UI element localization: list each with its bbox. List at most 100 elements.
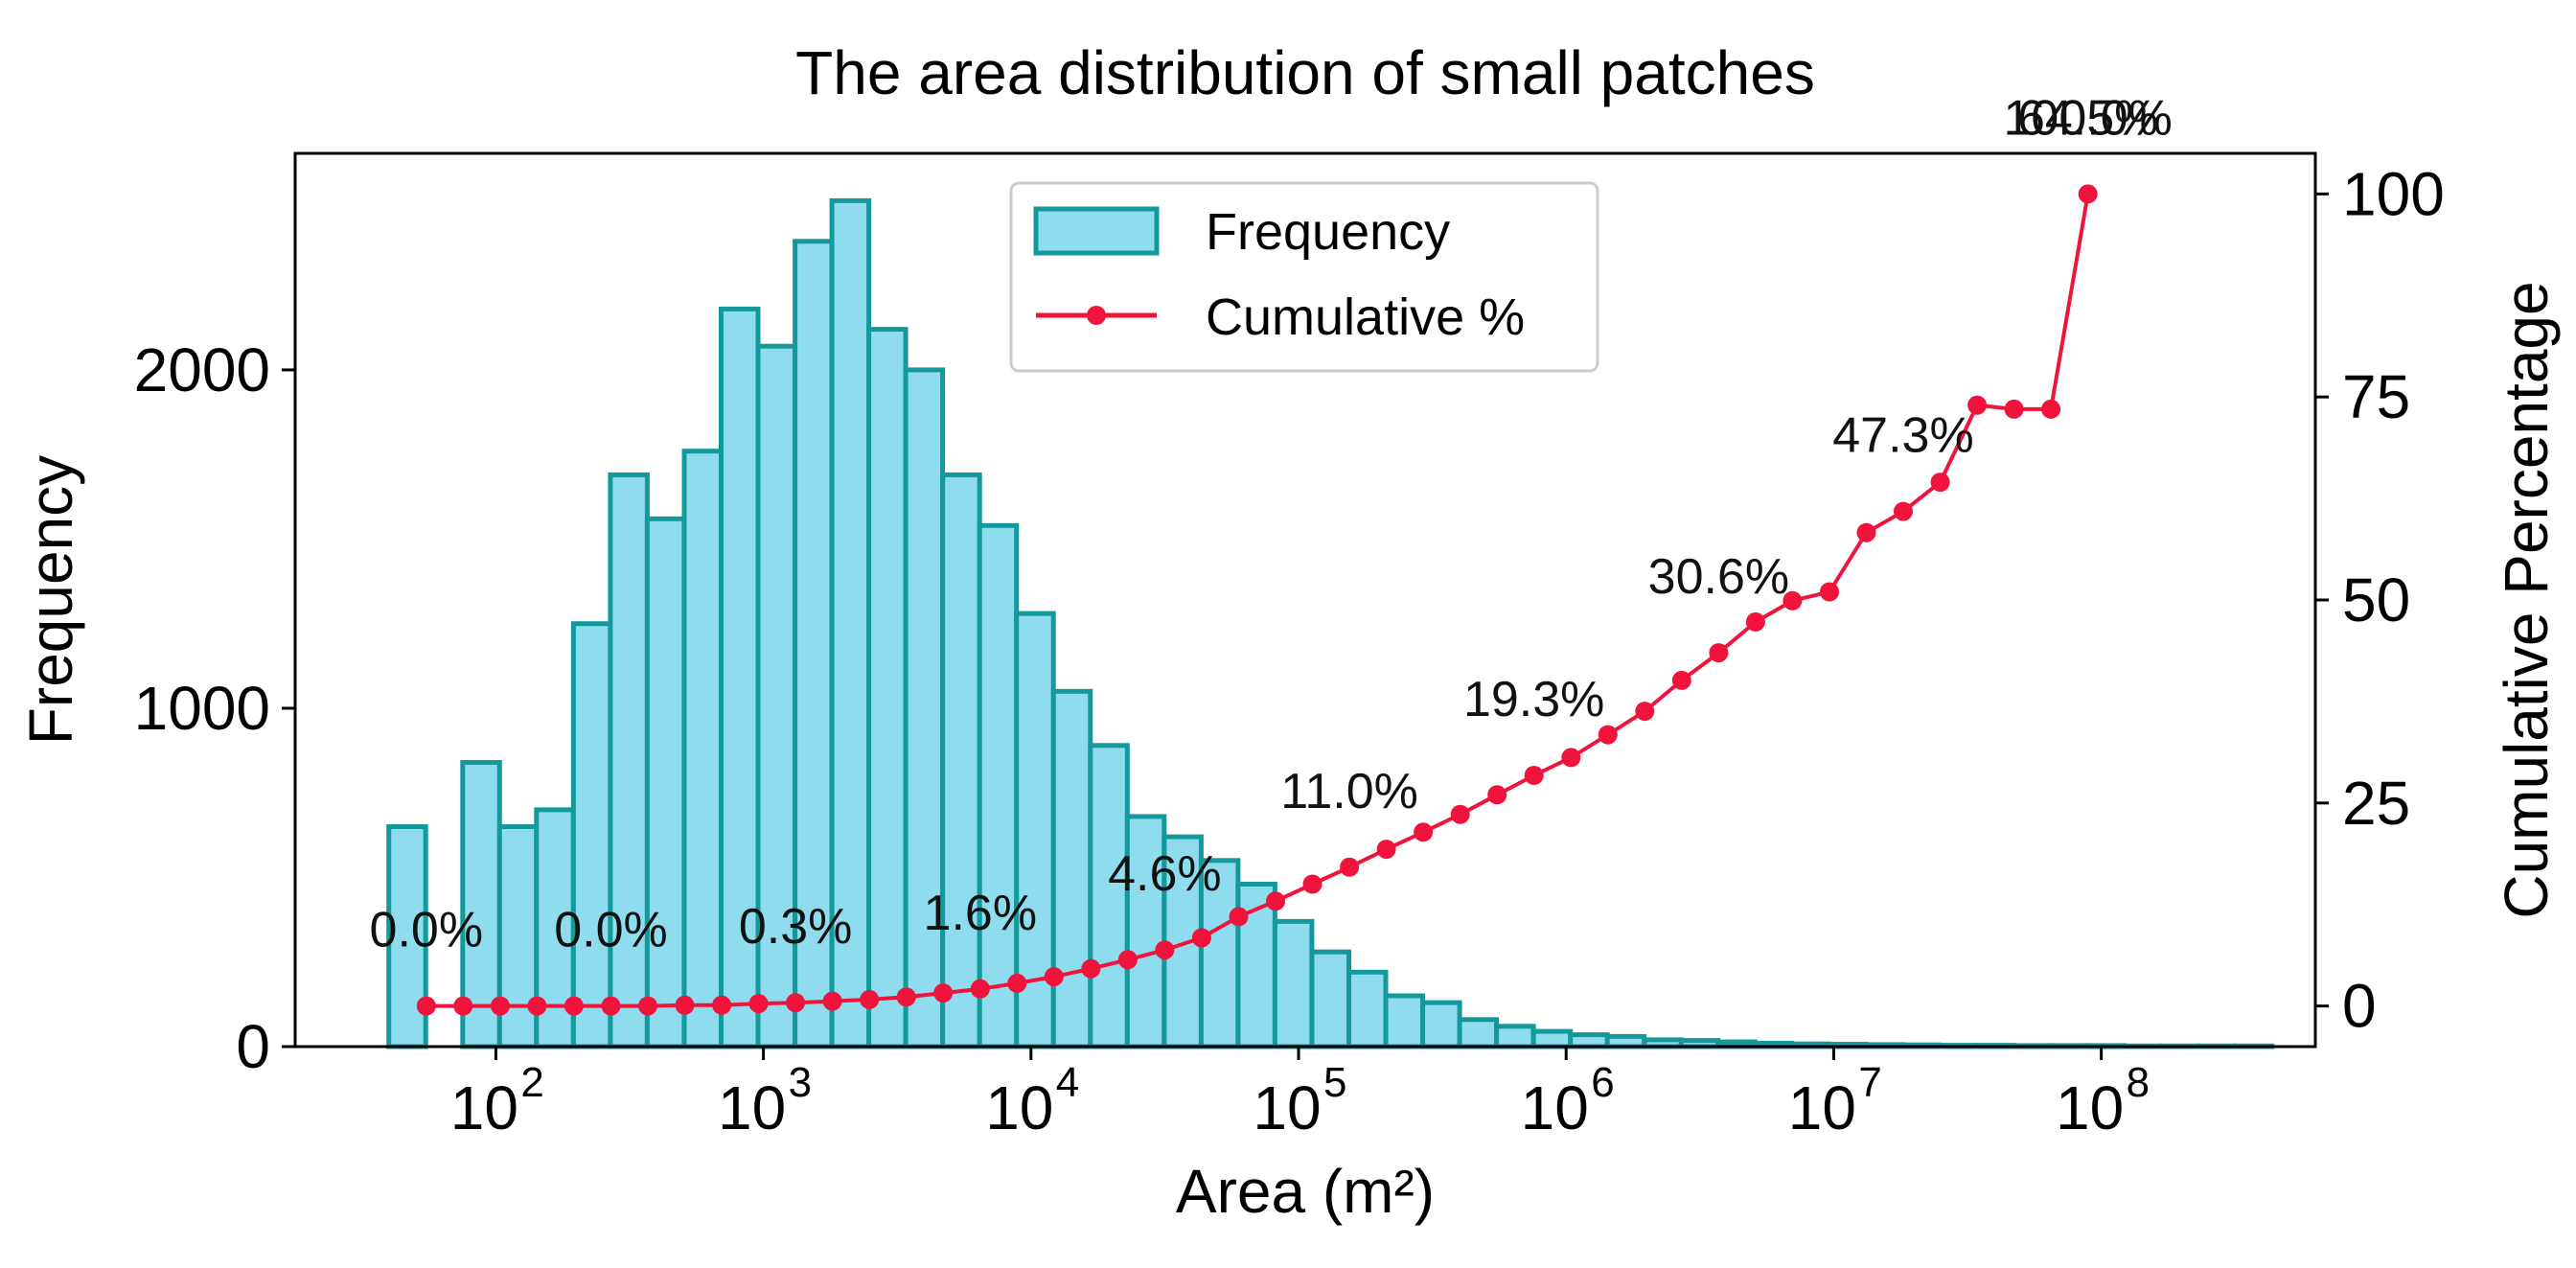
- cumulative-data-label: 47.3%: [1832, 408, 1973, 464]
- cumulative-point: [786, 993, 806, 1013]
- x-tick-label: 10: [718, 1073, 786, 1142]
- x-tick-exponent: 5: [1323, 1059, 1346, 1106]
- cumulative-point: [1635, 702, 1655, 722]
- cumulative-point: [1081, 958, 1101, 979]
- x-tick-exponent: 6: [1591, 1059, 1614, 1106]
- cumulative-point: [2078, 184, 2098, 204]
- cumulative-point: [416, 996, 436, 1016]
- cumulative-point: [601, 996, 621, 1016]
- cumulative-point: [1967, 395, 1988, 415]
- cumulative-line-layer: [416, 184, 2098, 1016]
- cumulative-point: [453, 996, 473, 1016]
- cumulative-point: [1229, 907, 1249, 927]
- cumulative-point: [822, 991, 842, 1011]
- cumulative-point: [490, 996, 510, 1016]
- legend-label-frequency: Frequency: [1206, 203, 1450, 261]
- cumulative-point: [1487, 785, 1507, 805]
- cumulative-data-label: 4.6%: [1108, 846, 1222, 902]
- cumulative-point: [1856, 522, 1876, 542]
- cumulative-point: [1191, 928, 1211, 948]
- histogram-bar: [866, 327, 908, 1049]
- cumulative-point: [1414, 822, 1434, 842]
- x-axis-ticks: 10 2 10 3 10 4 10 5 10 6 10 7 10 8: [450, 1047, 2150, 1142]
- cumulative-point: [1894, 501, 1913, 521]
- y-right-tick-label: 0: [2342, 972, 2377, 1041]
- cumulative-point: [1709, 643, 1729, 663]
- cumulative-point: [1450, 804, 1470, 824]
- histogram-bar: [644, 516, 687, 1049]
- cumulative-point: [1117, 950, 1138, 970]
- cumulative-point: [1671, 670, 1691, 690]
- x-tick-exponent: 7: [1858, 1059, 1881, 1106]
- cumulative-data-label: 100.0%: [2004, 90, 2173, 146]
- histogram-bar: [1457, 1017, 1500, 1049]
- cumulative-data-label: 0.0%: [370, 903, 484, 958]
- cumulative-point: [712, 995, 732, 1015]
- cumulative-data-label: 30.6%: [1648, 549, 1789, 605]
- y-axis-label: Frequency: [16, 455, 85, 745]
- cumulative-data-label: 0.0%: [554, 903, 668, 958]
- cumulative-point: [638, 996, 657, 1016]
- y-axis-left-ticks: 0 1000 2000: [134, 335, 295, 1081]
- cumulative-data-label: 64.5%: [2017, 90, 2158, 146]
- cumulative-point: [1782, 590, 1803, 611]
- y-tick-label: 1000: [134, 674, 270, 743]
- histogram-bar: [940, 472, 982, 1049]
- histogram-bar: [1568, 1032, 1610, 1049]
- cumulative-point: [1340, 857, 1360, 877]
- cumulative-point: [564, 996, 584, 1016]
- cumulative-data-label: 11.0%: [1280, 764, 1418, 819]
- cumulative-labels-layer: 0.0% 0.0% 0.3% 1.6% 4.6% 11.0% 19.3% 30.6% 47.3%…: [370, 90, 2173, 957]
- histogram-bar: [570, 621, 613, 1049]
- histogram-bar: [1309, 949, 1351, 1049]
- cumulative-point: [1266, 891, 1285, 911]
- legend-swatch-cumulative-marker: [1087, 306, 1106, 325]
- x-tick-label: 10: [2056, 1073, 2124, 1142]
- histogram-bar: [1050, 688, 1093, 1049]
- y-tick-label: 0: [236, 1012, 270, 1081]
- histogram-bar: [1346, 969, 1389, 1049]
- cumulative-point: [1820, 582, 1839, 602]
- x-tick-label: 10: [450, 1073, 518, 1142]
- x-tick-label: 10: [985, 1073, 1053, 1142]
- histogram-bar: [977, 522, 1020, 1049]
- cumulative-line: [426, 194, 2090, 1008]
- legend: Frequency Cumulative %: [1009, 181, 1599, 373]
- cumulative-point: [2041, 399, 2061, 419]
- cumulative-data-label: 0.3%: [739, 899, 853, 955]
- cumulative-data-label: 1.6%: [924, 886, 1038, 941]
- cumulative-point: [1745, 611, 1765, 632]
- x-tick-exponent: 8: [2127, 1059, 2150, 1106]
- cumulative-point: [1155, 940, 1175, 960]
- cumulative-point: [2004, 399, 2024, 419]
- cumulative-point: [896, 987, 916, 1007]
- cumulative-point: [748, 994, 769, 1014]
- legend-swatch-frequency: [1033, 206, 1160, 256]
- histogram-bar: [1604, 1033, 1647, 1049]
- cumulative-point: [860, 989, 880, 1009]
- histogram-bar: [1272, 918, 1315, 1049]
- y-axis-right-label: Cumulative Percentage: [2492, 281, 2561, 918]
- histogram-bar: [1420, 1000, 1462, 1049]
- y-right-tick-label: 25: [2342, 769, 2410, 838]
- y-right-tick-label: 75: [2342, 362, 2410, 431]
- histogram-bar: [608, 472, 650, 1049]
- histogram-bar: [903, 367, 946, 1049]
- cumulative-point: [1044, 967, 1064, 987]
- cumulative-point: [1302, 874, 1322, 894]
- x-tick-label: 10: [1253, 1073, 1321, 1142]
- cumulative-point: [1524, 766, 1544, 785]
- x-tick-label: 10: [1788, 1073, 1856, 1142]
- y-right-tick-label: 100: [2342, 159, 2445, 228]
- y-tick-label: 2000: [134, 335, 270, 404]
- x-tick-label: 10: [1521, 1073, 1589, 1142]
- x-tick-exponent: 3: [789, 1059, 812, 1106]
- x-tick-exponent: 2: [520, 1059, 543, 1106]
- histogram-bar: [681, 449, 724, 1049]
- legend-label-cumulative: Cumulative %: [1206, 288, 1525, 346]
- histogram-bar: [755, 343, 797, 1049]
- histogram-bar: [1088, 743, 1130, 1049]
- cumulative-point: [1376, 840, 1396, 860]
- cumulative-point: [1007, 973, 1027, 993]
- histogram-bar: [1530, 1028, 1574, 1049]
